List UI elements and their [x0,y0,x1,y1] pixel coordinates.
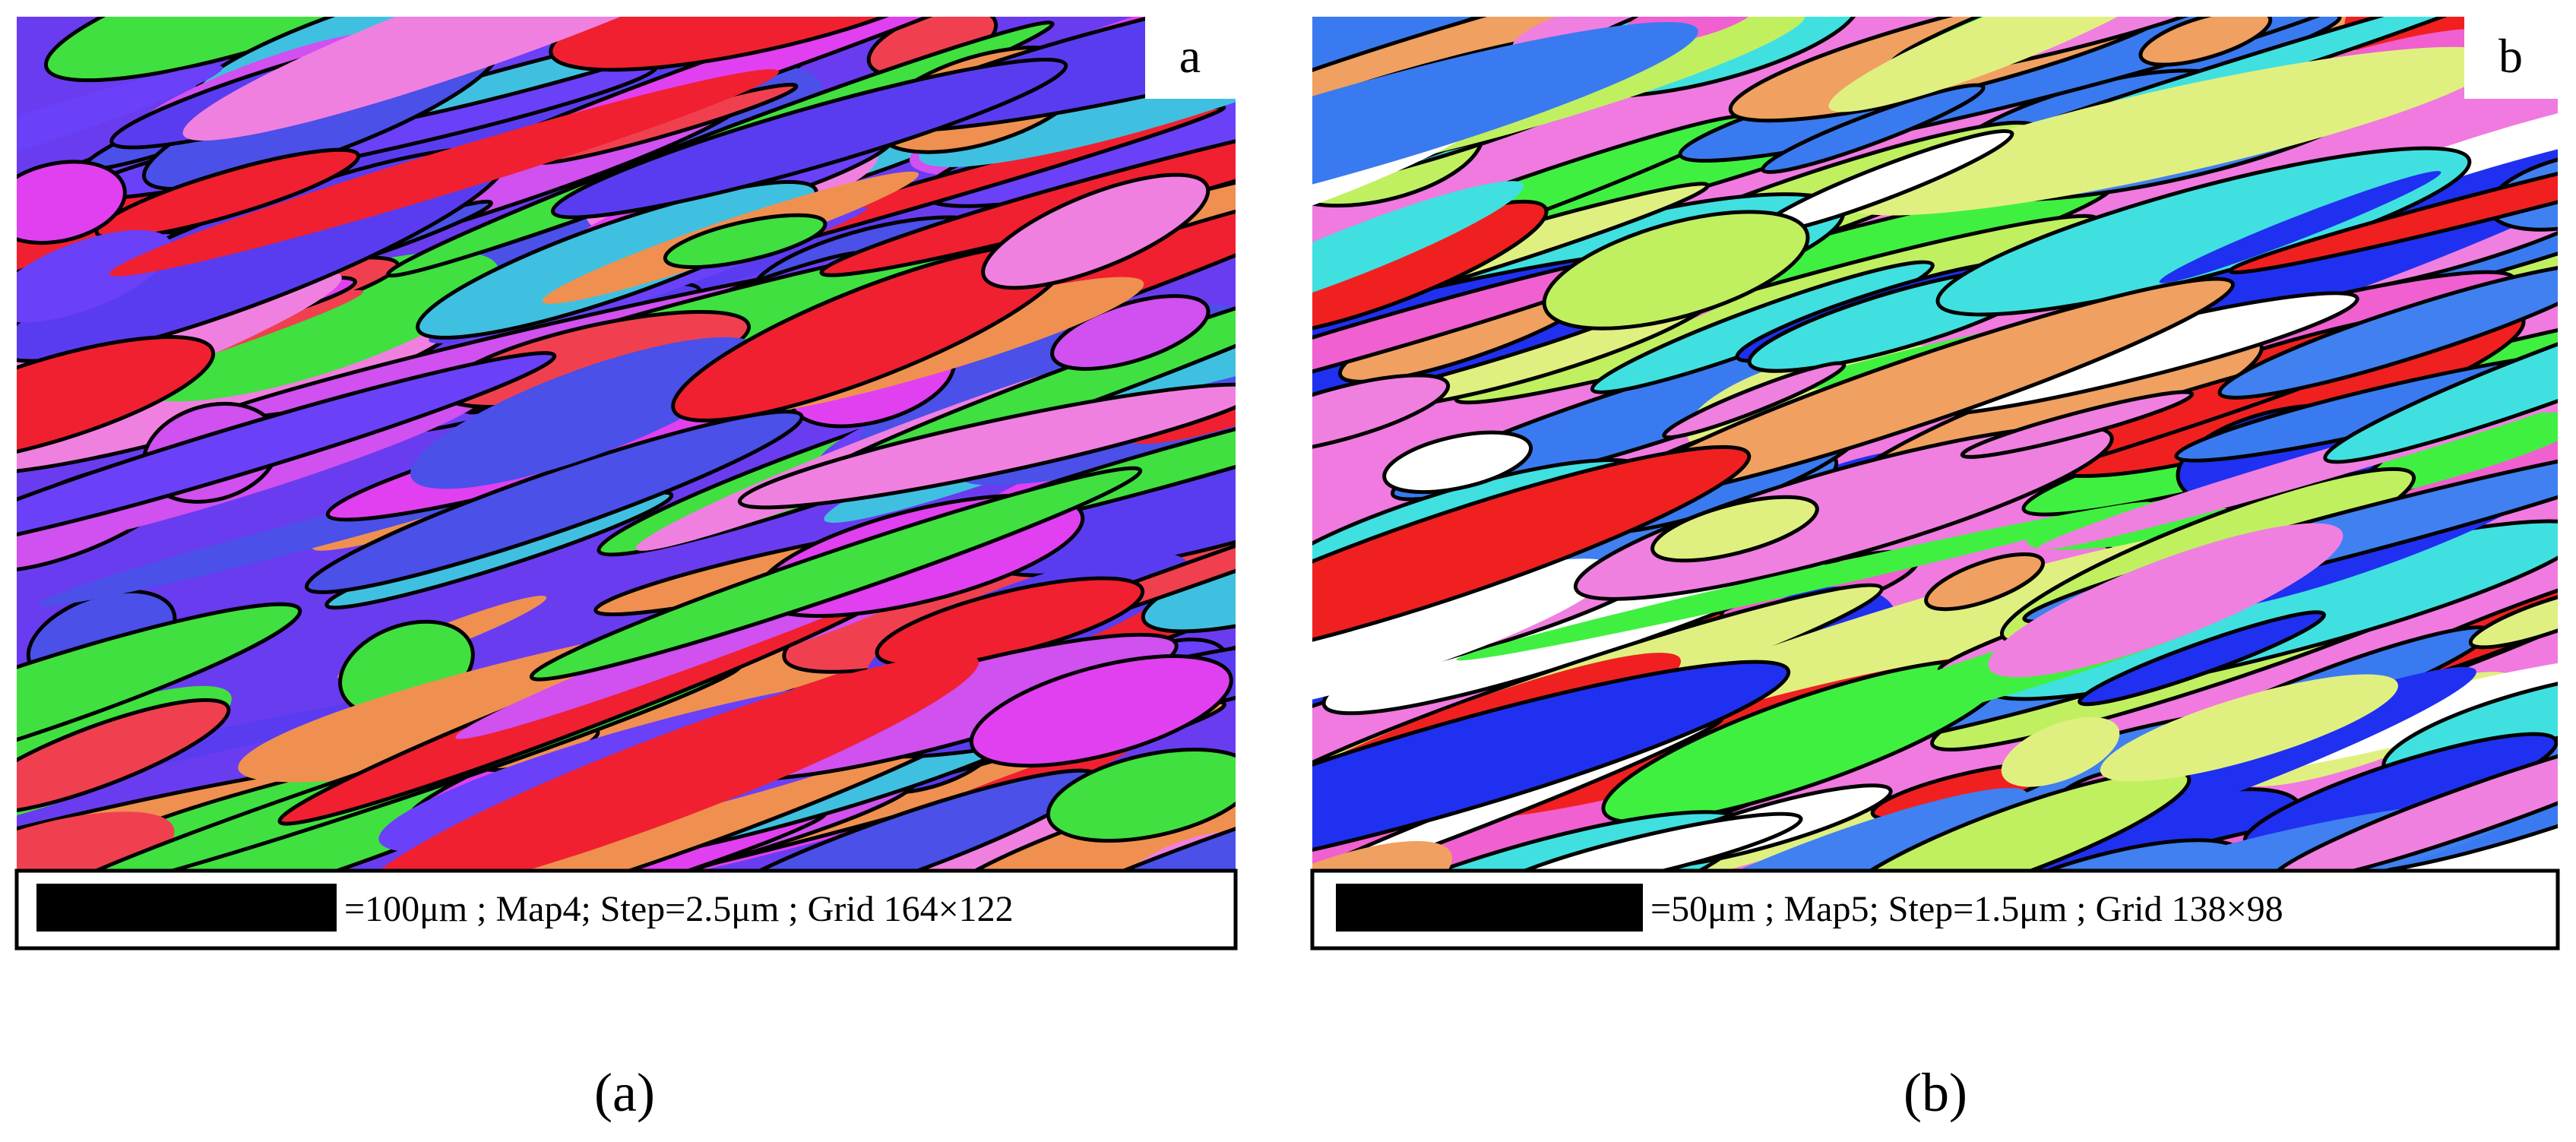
grain [1382,430,1533,495]
grain [17,698,231,815]
grain [1312,444,1752,666]
grain [416,180,818,340]
grain [2078,610,2326,707]
grain [182,17,831,141]
grain [2228,122,2558,274]
grain [1512,17,1676,52]
label-box [1145,17,1236,99]
grain [410,337,761,489]
grain [2217,261,2558,400]
scale-bar [36,884,337,932]
grain [17,602,302,805]
grain [362,653,979,871]
ebsd-map [17,17,1236,871]
grain [550,57,1068,220]
grain [1489,811,1803,871]
grain [1662,361,1847,440]
grain [17,335,216,466]
grain [109,69,780,277]
grain [1456,501,2151,661]
grain [1542,210,1810,331]
grain [1844,46,2500,216]
grain [1924,552,2046,612]
grain [304,410,804,594]
grain [2468,585,2558,650]
scale-caption: =100μm ; Map4; Step=2.5μm ; Grid 164×122 [344,889,1014,929]
grain [2323,266,2558,464]
grain [737,382,1236,510]
grain [1761,83,1986,174]
grain [981,172,1210,290]
subcaption: (b) [1904,1062,1967,1123]
grain [2159,171,2442,283]
grain [549,17,972,72]
grain [94,147,361,240]
grain [1988,523,2343,678]
subcaption: (a) [594,1062,655,1123]
grain [1312,22,1698,238]
grain [17,811,175,871]
grain [1828,17,2185,112]
grain [17,160,127,245]
scale-bar [1336,884,1643,932]
grain [1312,181,1524,323]
grain [1046,748,1236,843]
grain [1627,788,2027,871]
label-box [2464,17,2558,99]
grain [2268,726,2558,871]
grain [128,251,499,402]
grain [1312,373,1451,455]
scale-caption: =50μm ; Map5; Step=1.5μm ; Grid 138×98 [1650,889,2283,929]
grain [1833,768,2191,871]
grain [2138,17,2273,67]
grain [17,351,557,551]
grain [2001,717,2120,787]
panel-letter: a [1179,29,1201,83]
grain [1935,146,2472,317]
grain [529,466,1143,682]
grain [1050,294,1210,371]
grain [1650,495,1819,563]
panel-letter: b [2498,29,2523,83]
grain [17,65,223,198]
grain [1141,535,1236,634]
grain [17,229,172,323]
ebsd-map [1312,17,2558,871]
grain [1312,558,1614,714]
grain [2100,674,2398,782]
grain [969,654,1233,768]
grain [843,767,1236,871]
grain [663,213,828,270]
grain [1960,390,2195,459]
grain [1312,660,1791,871]
